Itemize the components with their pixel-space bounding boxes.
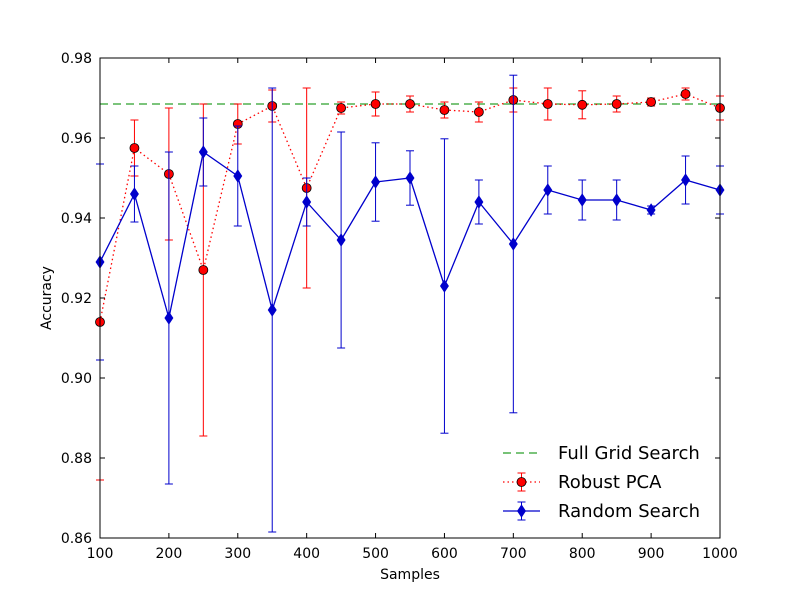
- data-point-1-8: [370, 99, 381, 109]
- data-point-1-1: [129, 143, 140, 153]
- data-point-2-3: [198, 145, 208, 159]
- ticks-layer: 100 200 300 400 500 600 700 800 900 1000 0.86 0.88 0…: [61, 51, 738, 562]
- data-point-2-5: [267, 303, 277, 317]
- data-point-1-3: [198, 265, 209, 275]
- legend-item-2: Random Search: [503, 501, 700, 522]
- data-point-2-1: [129, 187, 139, 201]
- y-tick-label-3: 0.92: [61, 291, 92, 307]
- legend-marker-1: [516, 477, 527, 487]
- data-point-1-11: [473, 107, 484, 117]
- y-tick-label-0: 0.86: [61, 531, 92, 547]
- x-tick-label-6: 700: [500, 546, 527, 562]
- data-point-2-15: [612, 193, 622, 207]
- data-point-2-9: [405, 171, 415, 185]
- x-tick-label-9: 1000: [702, 546, 738, 562]
- y-tick-label-2: 0.90: [61, 371, 92, 387]
- data-point-2-11: [474, 195, 484, 209]
- series-2: [95, 74, 725, 533]
- legend-item-0: Full Grid Search: [503, 443, 700, 464]
- x-tick-label-2: 300: [224, 546, 251, 562]
- plot-frame: [99, 57, 721, 539]
- data-point-1-16: [646, 97, 657, 107]
- y-tick-label-5: 0.96: [61, 131, 92, 147]
- data-point-2-4: [233, 169, 243, 183]
- legend-label-2: Random Search: [558, 501, 700, 522]
- data-point-1-10: [439, 105, 450, 115]
- data-point-1-17: [680, 89, 691, 99]
- x-tick-label-3: 400: [293, 546, 320, 562]
- data-point-1-14: [577, 99, 588, 110]
- x-tick-label-5: 600: [431, 546, 458, 562]
- data-point-2-10: [439, 279, 449, 293]
- data-point-1-7: [336, 103, 347, 113]
- data-point-2-17: [681, 173, 691, 187]
- data-point-1-9: [405, 99, 415, 109]
- y-axis-label: Accuracy: [39, 266, 55, 330]
- data-point-2-13: [543, 183, 553, 197]
- series-layer: [95, 74, 725, 533]
- data-point-2-2: [164, 311, 174, 325]
- y-tick-label-6: 0.98: [61, 51, 92, 67]
- data-point-2-6: [302, 195, 312, 209]
- data-point-2-8: [371, 175, 381, 189]
- series-1: [95, 87, 725, 481]
- legend: Full Grid Search Robust PCA Random Search: [503, 443, 700, 522]
- data-point-2-14: [577, 193, 587, 207]
- y-tick-label-4: 0.94: [61, 211, 92, 227]
- series-line-1: [99, 93, 721, 323]
- data-point-1-13: [542, 99, 553, 109]
- data-point-1-15: [611, 99, 622, 109]
- y-tick-label-1: 0.88: [61, 451, 92, 467]
- legend-label-0: Full Grid Search: [558, 443, 700, 464]
- legend-item-1: Robust PCA: [503, 472, 662, 493]
- legend-label-1: Robust PCA: [558, 472, 662, 493]
- legend-marker-2: [517, 504, 526, 518]
- data-point-2-7: [336, 233, 346, 247]
- data-point-2-12: [508, 237, 518, 251]
- data-point-2-16: [646, 203, 656, 217]
- x-tick-label-4: 500: [362, 546, 389, 562]
- x-tick-label-1: 200: [156, 546, 183, 562]
- x-tick-label-0: 100: [87, 546, 114, 562]
- x-tick-label-7: 800: [569, 546, 596, 562]
- x-tick-label-8: 900: [638, 546, 665, 562]
- x-axis-label: Samples: [380, 567, 440, 583]
